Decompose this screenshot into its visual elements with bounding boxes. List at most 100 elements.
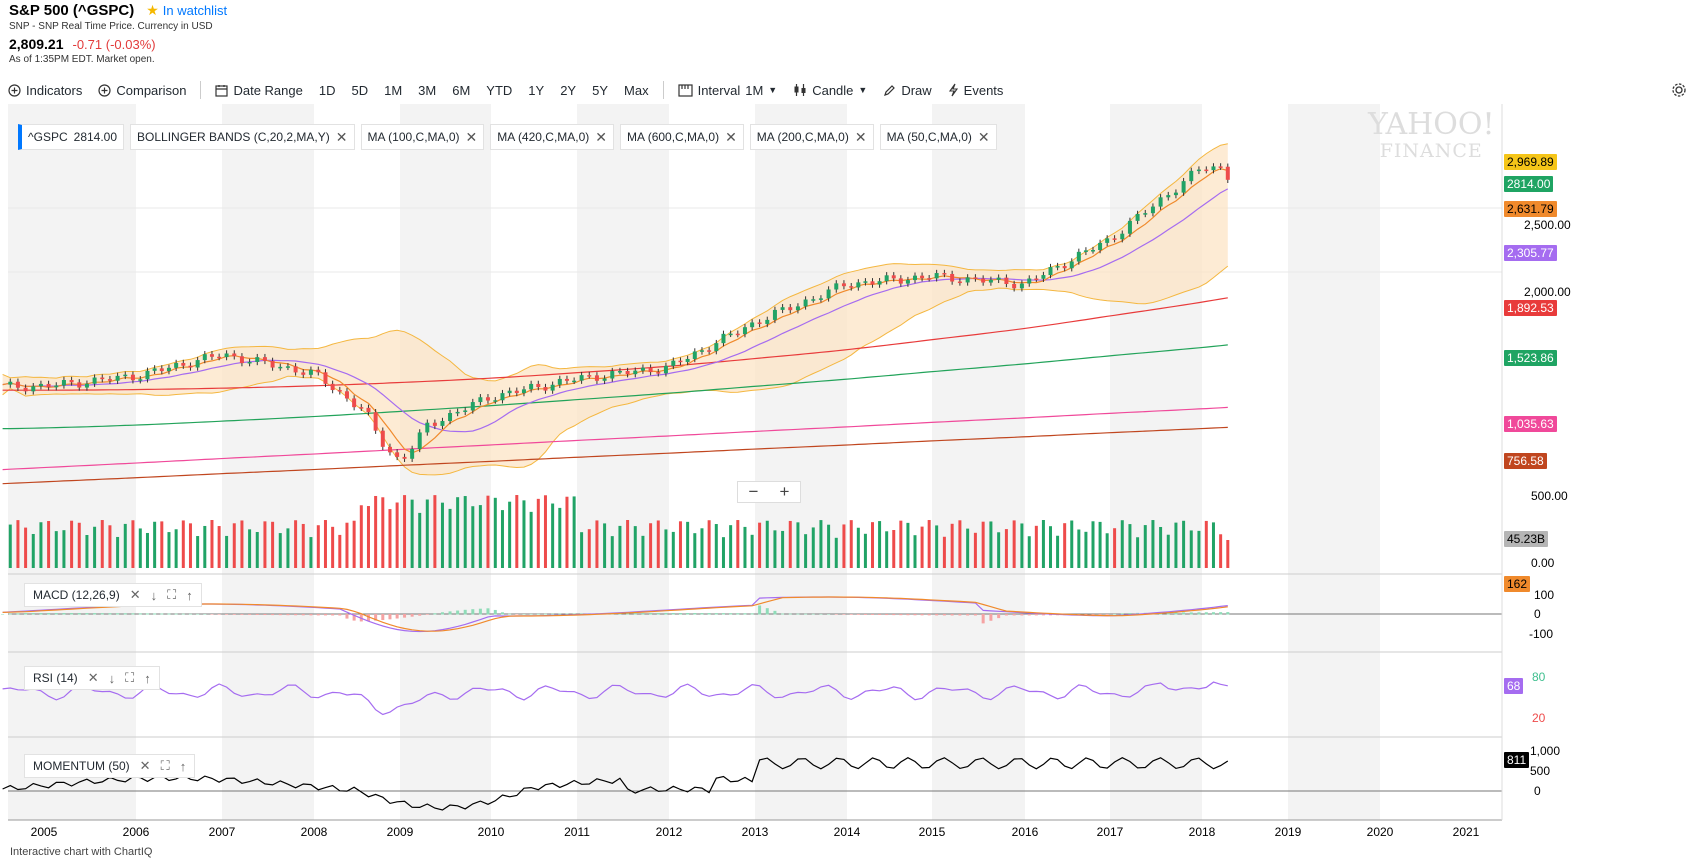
candle-body bbox=[572, 380, 577, 383]
candle-body bbox=[870, 281, 875, 285]
chart-area[interactable]: 2005 2006 2007 2008 2009 2010 2011 2012 2013 2014… bbox=[0, 104, 1689, 859]
macd-histogram-bar bbox=[153, 613, 157, 615]
close-icon[interactable]: ✕ bbox=[854, 128, 867, 145]
zoom-in-icon[interactable]: + bbox=[779, 482, 790, 501]
volume-bar bbox=[572, 496, 576, 568]
macd-histogram-bar bbox=[796, 613, 800, 615]
macd-histogram-bar bbox=[536, 613, 540, 615]
events-button[interactable]: Events bbox=[940, 76, 1012, 104]
volume-bar bbox=[433, 495, 437, 568]
candle-body bbox=[417, 432, 422, 449]
interval-icon bbox=[677, 83, 693, 97]
expand-icon[interactable]: ⛶ bbox=[125, 670, 135, 685]
macd-axis-label: -100 bbox=[1529, 627, 1554, 641]
close-icon[interactable]: ✕ bbox=[977, 128, 990, 145]
plus-circle-icon bbox=[8, 83, 21, 97]
candle-body bbox=[159, 368, 164, 372]
watchlist-button[interactable]: ★ In watchlist bbox=[146, 2, 227, 19]
expand-icon[interactable]: ⛶ bbox=[167, 587, 177, 602]
draw-button[interactable]: Draw bbox=[875, 76, 939, 104]
arrow-down-icon[interactable]: ↓ bbox=[108, 670, 116, 686]
symbol-chip[interactable]: ^GSPC 2814.00 bbox=[18, 124, 125, 150]
volume-bar bbox=[70, 520, 74, 568]
candle-body bbox=[780, 307, 785, 310]
range-5y[interactable]: 5Y bbox=[592, 82, 609, 98]
volume-bar bbox=[388, 509, 392, 568]
macd-histogram-bar bbox=[174, 613, 178, 615]
range-1y[interactable]: 1Y bbox=[528, 82, 545, 98]
volume-bar bbox=[899, 520, 903, 568]
ma-420-chip[interactable]: MA (420,C,MA,0) ✕ bbox=[490, 124, 615, 150]
candle-body bbox=[1041, 275, 1046, 279]
candle-body bbox=[308, 369, 313, 375]
arrow-up-icon[interactable]: ↑ bbox=[186, 587, 193, 603]
macd-histogram-bar bbox=[788, 613, 792, 615]
volume-bar bbox=[381, 497, 385, 568]
range-6m[interactable]: 6M bbox=[452, 82, 471, 98]
close-icon[interactable]: ✕ bbox=[129, 587, 141, 602]
macd-histogram-bar bbox=[410, 614, 414, 617]
volume-bar bbox=[536, 498, 540, 568]
range-1m[interactable]: 1M bbox=[384, 82, 403, 98]
range-1d[interactable]: 1D bbox=[318, 82, 336, 98]
gear-icon[interactable] bbox=[1671, 82, 1687, 98]
momentum-panel-chip[interactable]: MOMENTUM (50) ✕ ⛶ ↑ bbox=[24, 754, 196, 778]
range-max[interactable]: Max bbox=[624, 82, 649, 98]
candle-body bbox=[352, 398, 357, 408]
candle-body bbox=[602, 378, 607, 381]
arrow-down-icon[interactable]: ↓ bbox=[150, 587, 158, 603]
x-axis-label: 2008 bbox=[301, 825, 328, 839]
macd-panel-chip[interactable]: MACD (12,26,9) ✕ ↓ ⛶ ↑ bbox=[24, 583, 202, 607]
ma-100-chip[interactable]: MA (100,C,MA,0) ✕ bbox=[360, 124, 485, 150]
ma-200-chip[interactable]: MA (200,C,MA,0) ✕ bbox=[749, 124, 874, 150]
ma-200-line bbox=[2, 297, 1228, 391]
volume-bar bbox=[232, 523, 236, 568]
volume-bar bbox=[418, 512, 422, 568]
zoom-out-icon[interactable]: − bbox=[748, 482, 759, 501]
date-range-button[interactable]: Date Range bbox=[207, 76, 310, 104]
arrow-up-icon[interactable]: ↑ bbox=[179, 758, 187, 774]
candle-body bbox=[425, 422, 430, 433]
macd-histogram-bar bbox=[217, 614, 221, 615]
volume-bar bbox=[603, 523, 607, 568]
candle-body bbox=[270, 360, 275, 368]
range-2y[interactable]: 2Y bbox=[560, 82, 577, 98]
chart-type-dropdown[interactable]: Candle ▼ bbox=[785, 76, 875, 104]
close-icon[interactable]: ✕ bbox=[139, 758, 151, 773]
close-icon[interactable]: ✕ bbox=[465, 128, 478, 145]
range-3m[interactable]: 3M bbox=[418, 82, 437, 98]
ma-600-chip[interactable]: MA (600,C,MA,0) ✕ bbox=[620, 124, 744, 150]
macd-histogram-bar bbox=[403, 614, 407, 618]
range-ytd[interactable]: YTD bbox=[486, 82, 513, 98]
comparison-button[interactable]: Comparison bbox=[90, 76, 194, 104]
candle-body bbox=[38, 383, 43, 387]
range-5d[interactable]: 5D bbox=[351, 82, 369, 98]
year-band bbox=[1288, 104, 1380, 820]
close-icon[interactable]: ✕ bbox=[725, 128, 737, 145]
close-icon[interactable]: ✕ bbox=[335, 128, 348, 145]
close-icon[interactable]: ✕ bbox=[87, 670, 99, 685]
rsi-axis-label: 20 bbox=[1532, 711, 1546, 725]
ma-50-chip[interactable]: MA (50,C,MA,0) ✕ bbox=[879, 124, 997, 150]
candle-body bbox=[1027, 278, 1032, 284]
volume-bar bbox=[707, 520, 711, 568]
candle-body bbox=[130, 374, 135, 381]
candle-body bbox=[1211, 166, 1216, 171]
close-icon[interactable]: ✕ bbox=[595, 128, 608, 145]
candle-body bbox=[671, 360, 676, 366]
expand-icon[interactable]: ⛶ bbox=[160, 758, 170, 773]
x-axis-label: 2021 bbox=[1453, 825, 1480, 839]
interval-dropdown[interactable]: Interval 1M ▼ bbox=[670, 76, 786, 104]
macd-label: MACD (12,26,9) bbox=[33, 588, 120, 602]
rsi-panel-chip[interactable]: RSI (14) ✕ ↓ ⛶ ↑ bbox=[24, 666, 160, 690]
candle-body bbox=[255, 357, 260, 362]
candle-body bbox=[849, 286, 854, 288]
macd-histogram-bar bbox=[1166, 612, 1170, 615]
indicators-button[interactable]: Indicators bbox=[0, 76, 90, 104]
candle-body bbox=[395, 452, 400, 457]
arrow-up-icon[interactable]: ↑ bbox=[144, 670, 151, 686]
macd-histogram-bar bbox=[188, 613, 192, 615]
x-axis-label: 2013 bbox=[742, 825, 769, 839]
macd-histogram-bar bbox=[1105, 614, 1109, 615]
bollinger-chip[interactable]: BOLLINGER BANDS (C,20,2,MA,Y) ✕ bbox=[130, 124, 355, 150]
